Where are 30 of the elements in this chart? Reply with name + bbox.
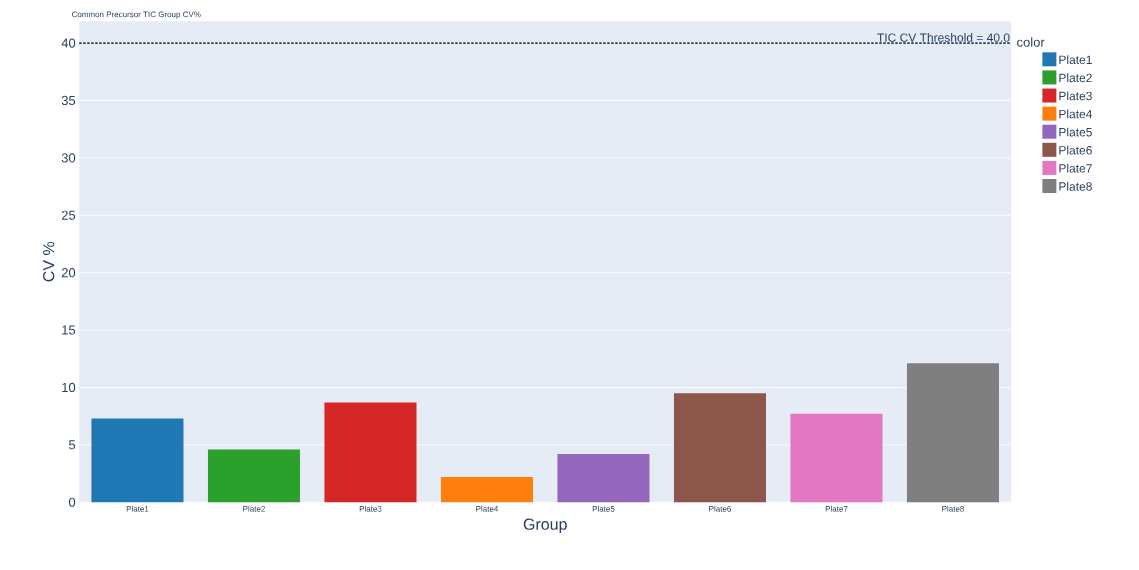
x-tick-label: Plate5	[592, 505, 615, 512]
legend-label: Plate8	[1059, 181, 1092, 191]
chart-title: Common Precursor TIC Group CV%	[71, 11, 201, 19]
y-tick-label: 40	[61, 38, 76, 48]
x-tick-label: Plate2	[243, 505, 265, 512]
y-tick-label: 35	[61, 95, 76, 106]
x-axis-title: Group	[523, 518, 567, 534]
y-tick-label: 15	[62, 325, 76, 335]
legend-label: Plate7	[1059, 163, 1092, 173]
legend-label: Plate5	[1059, 127, 1092, 137]
y-tick-label: 30	[61, 153, 76, 163]
y-tick-label: 0	[68, 497, 76, 507]
legend-label: Plate1	[1059, 55, 1092, 65]
legend-label: Plate3	[1059, 91, 1092, 101]
x-tick-label: Plate8	[942, 505, 964, 512]
y-tick-label: 25	[61, 210, 76, 220]
y-tick-label: 20	[61, 268, 76, 278]
y-tick-label: 5	[68, 440, 76, 450]
y-axis-title: CV %	[43, 241, 55, 282]
y-tick-label: 10	[62, 382, 76, 393]
x-tick-label: Plate7	[825, 505, 848, 512]
legend-label: Plate2	[1059, 73, 1092, 83]
x-tick-label: Plate6	[709, 505, 731, 512]
ref-line-label: TIC CV Threshold = 40.0	[877, 33, 1010, 42]
x-tick-label: Plate3	[359, 505, 382, 512]
x-tick-label: Plate4	[476, 505, 499, 512]
legend-label: Plate4	[1059, 109, 1093, 119]
legend-label: Plate6	[1059, 145, 1092, 155]
x-tick-label: Plate1	[126, 505, 149, 512]
legend-title: color	[1017, 37, 1045, 47]
